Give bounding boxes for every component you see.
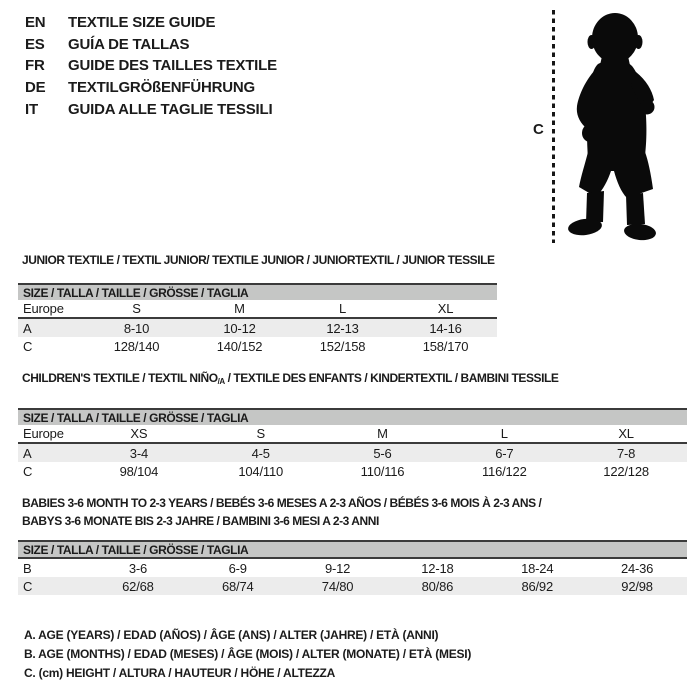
height-cm-row: C 128/140 140/152 152/158 158/170 [18, 337, 497, 355]
row-label: Europe [18, 425, 78, 444]
size-header-row: SIZE / TALLA / TAILLE / GRÖSSE / TAGLIA [18, 540, 687, 559]
language-title: GUIDE DES TAILLES TEXTILE [68, 57, 277, 75]
value-cell: 158/170 [422, 338, 469, 354]
language-row-fr: FR GUIDE DES TAILLES TEXTILE [25, 55, 277, 77]
row-label: Europe [18, 300, 85, 319]
junior-table-title: JUNIOR TEXTILE / TEXTIL JUNIOR/ TEXTILE … [22, 253, 495, 267]
size-cell: XS [78, 425, 200, 444]
row-label: C [23, 338, 33, 354]
title-text: CHILDREN'S TEXTILE / TEXTIL NIÑO [22, 371, 218, 385]
title-subscript: /A [217, 377, 226, 386]
row-label: B [23, 560, 32, 576]
language-code: IT [25, 100, 38, 118]
size-header-row: SIZE / TALLA / TAILLE / GRÖSSE / TAGLIA [18, 283, 497, 300]
size-cell: S [85, 300, 188, 319]
language-title: GUIDA ALLE TAGLIE TESSILI [68, 100, 273, 118]
value-cell: 86/92 [487, 577, 588, 595]
babies-table-title: BABIES 3-6 MONTH TO 2-3 YEARS / BEBÉS 3-… [22, 494, 687, 530]
title-text: / TEXTILE DES ENFANTS / KINDERTEXTIL / B… [224, 371, 559, 385]
value-cell: 9-12 [324, 560, 351, 576]
size-cell: M [188, 300, 291, 319]
row-label: A [18, 318, 85, 337]
europe-sizes-row: Europe XS S M L XL [18, 425, 687, 444]
value-cell: 98/104 [119, 463, 159, 479]
footnote-b: B. AGE (MONTHS) / EDAD (MESES) / ÂGE (MO… [24, 647, 472, 661]
size-cell: XL [394, 300, 497, 319]
size-cell: L [443, 425, 566, 444]
value-cell: 104/110 [238, 463, 284, 479]
value-cell: 128/140 [113, 338, 160, 354]
title-line-2: BABYS 3-6 MONATE BIS 2-3 JAHRE / BAMBINI… [22, 514, 379, 528]
value-cell: 6-9 [228, 560, 247, 576]
value-cell: 152/158 [319, 338, 366, 354]
value-cell: 110/116 [360, 463, 405, 479]
value-cell: 5-6 [321, 443, 444, 462]
footnote-list: A. AGE (YEARS) / EDAD (AÑOS) / ÂGE (ANS)… [24, 626, 471, 683]
value-cell: 4-5 [199, 443, 322, 462]
babies-size-table: SIZE / TALLA / TAILLE / GRÖSSE / TAGLIA … [18, 540, 687, 595]
size-cell: S [199, 425, 322, 444]
language-row-en: EN TEXTILE SIZE GUIDE [25, 12, 277, 34]
value-cell: 3-6 [128, 560, 148, 576]
value-cell: 10-12 [188, 318, 291, 337]
value-cell: 14-16 [394, 318, 497, 337]
value-cell: 62/68 [88, 577, 188, 595]
language-title: TEXTILE SIZE GUIDE [68, 14, 216, 31]
size-header-row: SIZE / TALLA / TAILLE / GRÖSSE / TAGLIA [18, 408, 687, 425]
children-size-table: SIZE / TALLA / TAILLE / GRÖSSE / TAGLIA … [18, 408, 687, 480]
language-code: FR [25, 57, 45, 75]
title-line-1: BABIES 3-6 MONTH TO 2-3 YEARS / BEBÉS 3-… [22, 496, 542, 510]
height-cm-row: C 62/68 68/74 74/80 80/86 86/92 92/98 [18, 577, 687, 595]
language-row-it: IT GUIDA ALLE TAGLIE TESSILI [25, 99, 277, 121]
age-years-row: A 3-4 4-5 5-6 6-7 7-8 [18, 443, 687, 462]
value-cell: 116/122 [481, 463, 527, 479]
language-code: ES [25, 35, 45, 53]
size-cell: M [321, 425, 444, 444]
size-header: SIZE / TALLA / TAILLE / GRÖSSE / TAGLIA [18, 408, 687, 425]
children-textile-section: CHILDREN'S TEXTILE / TEXTIL NIÑO/A / TEX… [18, 371, 687, 480]
europe-sizes-row: Europe S M L XL [18, 300, 497, 319]
language-title: GUÍA DE TALLAS [68, 35, 190, 53]
row-label: A [18, 443, 78, 462]
language-list: EN TEXTILE SIZE GUIDE ES GUÍA DE TALLAS … [25, 12, 277, 121]
value-cell: 3-4 [78, 443, 200, 462]
size-cell: L [291, 300, 394, 319]
value-cell: 92/98 [587, 577, 687, 595]
language-row-de: DE TEXTILGRÖßENFÜHRUNG [25, 77, 277, 99]
value-cell: 8-10 [85, 318, 188, 337]
height-dashed-line [552, 10, 555, 243]
row-label: C [23, 463, 33, 479]
value-cell: 7-8 [565, 443, 687, 462]
junior-size-table: SIZE / TALLA / TAILLE / GRÖSSE / TAGLIA … [18, 283, 497, 355]
children-table-title: CHILDREN'S TEXTILE / TEXTIL NIÑO/A / TEX… [22, 371, 687, 389]
footnote-c: C. (cm) HEIGHT / ALTURA / HAUTEUR / HÖHE… [24, 666, 336, 680]
value-cell: 12-13 [291, 318, 394, 337]
value-cell: 6-7 [443, 443, 566, 462]
language-row-es: ES GUÍA DE TALLAS [25, 34, 277, 56]
value-cell: 74/80 [287, 577, 388, 595]
babies-textile-section: BABIES 3-6 MONTH TO 2-3 YEARS / BEBÉS 3-… [18, 494, 687, 595]
age-months-row: B 3-6 6-9 9-12 12-18 18-24 24-36 [18, 558, 687, 577]
value-cell: 140/152 [216, 338, 263, 354]
height-cm-row: C 98/104 104/110 110/116 116/122 122/128 [18, 462, 687, 480]
language-code: DE [25, 79, 46, 97]
language-code: EN [25, 14, 46, 31]
value-cell: 12-18 [421, 560, 454, 576]
language-title: TEXTILGRÖßENFÜHRUNG [68, 79, 256, 97]
size-header: SIZE / TALLA / TAILLE / GRÖSSE / TAGLIA [18, 283, 497, 300]
junior-textile-section: JUNIOR TEXTILE / TEXTIL JUNIOR/ TEXTILE … [18, 253, 497, 355]
height-marker-label: C [533, 121, 544, 138]
toddler-silhouette-icon [568, 13, 656, 241]
size-cell: XL [565, 425, 687, 444]
age-years-row: A 8-10 10-12 12-13 14-16 [18, 318, 497, 337]
value-cell: 18-24 [521, 560, 554, 576]
value-cell: 24-36 [620, 560, 654, 576]
value-cell: 80/86 [387, 577, 488, 595]
size-header: SIZE / TALLA / TAILLE / GRÖSSE / TAGLIA [18, 540, 687, 559]
row-label: C [18, 577, 88, 595]
value-cell: 122/128 [603, 463, 649, 479]
value-cell: 68/74 [187, 577, 288, 595]
footnote-a: A. AGE (YEARS) / EDAD (AÑOS) / ÂGE (ANS)… [24, 628, 439, 642]
